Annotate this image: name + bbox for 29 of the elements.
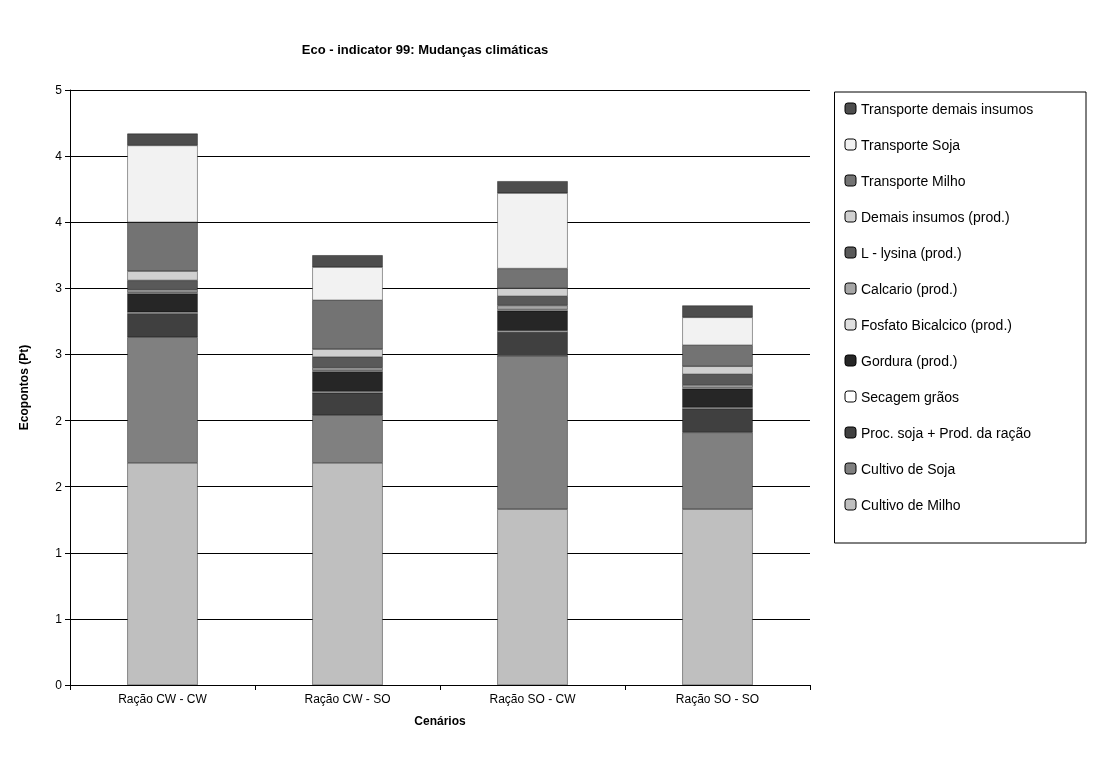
chart-title: Eco - indicator 99: Mudanças climáticas bbox=[301, 42, 549, 57]
legend-label: Transporte Milho bbox=[861, 172, 966, 189]
y-tick-label: 3 bbox=[55, 281, 63, 296]
legend-label: Cultivo de Milho bbox=[861, 496, 961, 513]
x-tick-label: Ração CW - SO bbox=[304, 692, 391, 706]
legend-label: Secagem grãos bbox=[861, 388, 960, 405]
legend-label: Fosfato Bicalcico (prod.) bbox=[861, 316, 1012, 333]
x-axis-title: Cenários bbox=[414, 714, 466, 728]
legend-label: Transporte demais insumos bbox=[861, 100, 1034, 117]
y-tick-label: 1 bbox=[55, 545, 63, 560]
y-tick-label: 2 bbox=[55, 479, 63, 494]
x-tick-label: Ração SO - SO bbox=[675, 692, 760, 706]
y-tick-label: 5 bbox=[55, 83, 63, 97]
legend-label: Transporte Soja bbox=[861, 136, 961, 153]
legend-label: Proc. soja + Prod. da ração bbox=[861, 424, 1032, 441]
x-tick-label: Ração SO - CW bbox=[489, 692, 577, 706]
y-tick-label: 1 bbox=[55, 611, 63, 626]
legend-label: L - lysina (prod.) bbox=[861, 244, 962, 261]
y-tick-label: 3 bbox=[55, 347, 63, 362]
y-tick-label: 4 bbox=[55, 149, 63, 164]
legend-label: Demais insumos (prod.) bbox=[861, 208, 1010, 225]
y-tick-label: 4 bbox=[55, 215, 63, 230]
y-axis-title: Ecopontos (Pt) bbox=[17, 344, 31, 431]
legend-label: Cultivo de Soja bbox=[861, 460, 956, 477]
legend-label: Gordura (prod.) bbox=[861, 352, 958, 369]
x-tick-label: Ração CW - CW bbox=[118, 692, 208, 706]
y-tick-label: 2 bbox=[55, 413, 63, 428]
y-tick-label: 0 bbox=[55, 678, 63, 692]
legend-label: Calcario (prod.) bbox=[861, 280, 958, 297]
